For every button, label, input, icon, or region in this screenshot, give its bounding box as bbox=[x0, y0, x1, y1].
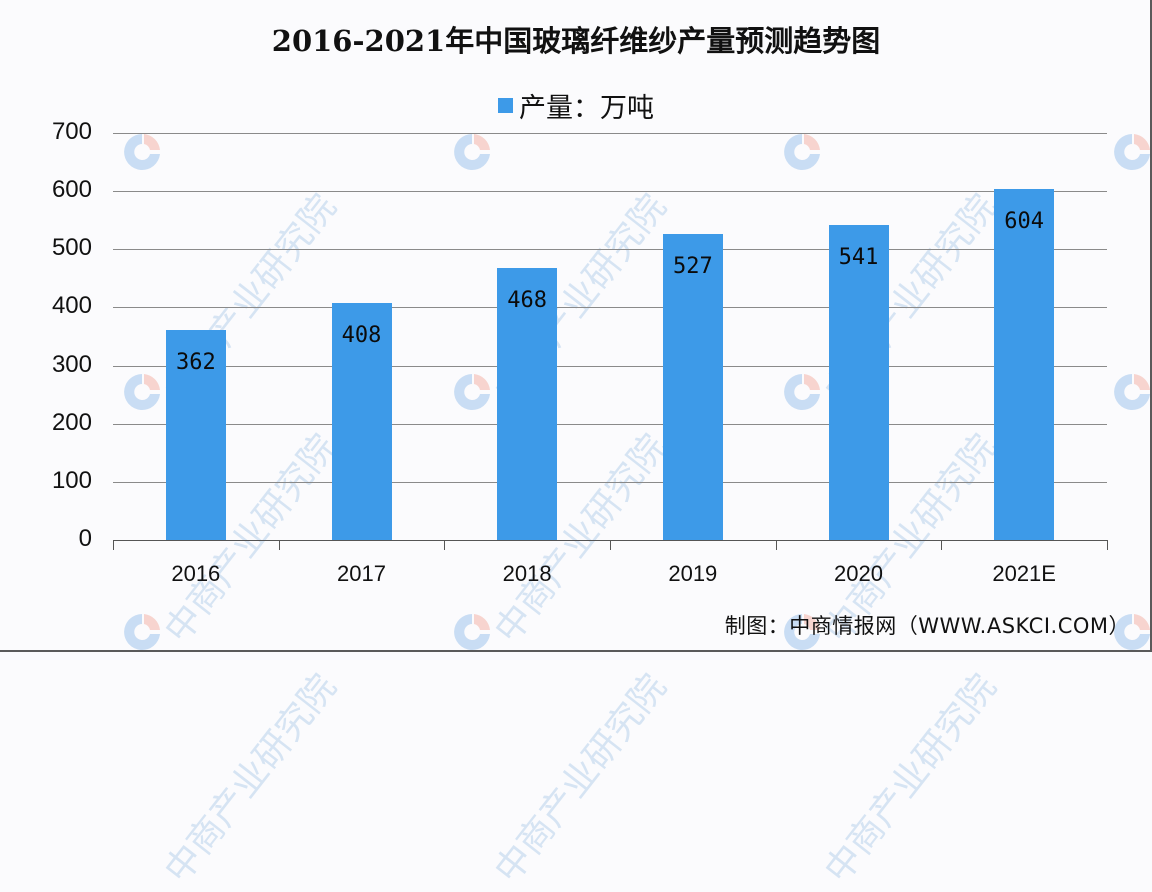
x-tick-label: 2019 bbox=[668, 561, 718, 586]
x-tick bbox=[444, 540, 446, 550]
gridline bbox=[113, 423, 1107, 425]
y-tick-label: 700 bbox=[51, 118, 92, 145]
y-tick-label: 400 bbox=[51, 292, 92, 320]
legend-label: 产量：万吨 bbox=[519, 93, 654, 124]
plot-area: 362 408 468 527 541 604 bbox=[113, 133, 1108, 550]
x-tick-label: 2021E bbox=[992, 561, 1056, 586]
bar-2020: 541 bbox=[828, 225, 889, 540]
x-tick bbox=[278, 540, 280, 550]
x-tick bbox=[775, 540, 777, 550]
x-tick-label: 2018 bbox=[502, 561, 552, 586]
x-tick-label: 2017 bbox=[337, 561, 386, 586]
gridline bbox=[113, 307, 1107, 309]
source-note: 制图：中商情报网（WWW.ASKCI.COM） bbox=[724, 614, 1130, 638]
bar-value-label: 527 bbox=[672, 253, 713, 279]
bar-2016: 362 bbox=[165, 329, 226, 540]
x-tick-label: 2020 bbox=[834, 561, 883, 586]
watermark-text: 中商产业研究院 bbox=[487, 666, 675, 891]
x-tick bbox=[941, 540, 943, 550]
gridline bbox=[113, 365, 1107, 367]
legend-swatch bbox=[498, 98, 513, 113]
x-tick-label: 2016 bbox=[171, 561, 221, 586]
gridline bbox=[113, 191, 1107, 193]
y-tick-label: 0 bbox=[78, 525, 92, 552]
bar-value-label: 408 bbox=[341, 322, 382, 348]
y-tick-label: 100 bbox=[51, 466, 92, 494]
legend: 产量：万吨 bbox=[0, 86, 1152, 125]
chart-title: 2016-2021年中国玻璃纤维纱产量预测趋势图 bbox=[271, 24, 881, 58]
chart-frame bbox=[0, 0, 1152, 652]
x-tick bbox=[1107, 540, 1108, 550]
y-tick-label: 300 bbox=[51, 350, 92, 378]
watermark-text: 中商产业研究院 bbox=[157, 666, 345, 891]
bar-value-label: 604 bbox=[1004, 208, 1045, 234]
bar-value-label: 541 bbox=[838, 245, 879, 271]
y-tick-label: 600 bbox=[51, 176, 92, 204]
bar-2019: 527 bbox=[662, 233, 723, 540]
y-tick-label: 500 bbox=[51, 234, 92, 262]
y-tick-label: 200 bbox=[51, 408, 92, 436]
gridline bbox=[113, 481, 1107, 483]
bar-2021E: 604 bbox=[994, 188, 1055, 540]
x-tick bbox=[610, 540, 611, 550]
watermark-text: 中商产业研究院 bbox=[1147, 666, 1152, 891]
bar-2018: 468 bbox=[497, 267, 558, 540]
bar-value-label: 362 bbox=[175, 349, 216, 375]
bar-value-label: 468 bbox=[507, 287, 548, 313]
gridline bbox=[113, 249, 1107, 251]
watermark-text: 中商产业研究院 bbox=[817, 666, 1005, 891]
bar-2017: 408 bbox=[331, 302, 392, 540]
gridline bbox=[113, 133, 1107, 134]
x-tick bbox=[113, 540, 114, 550]
